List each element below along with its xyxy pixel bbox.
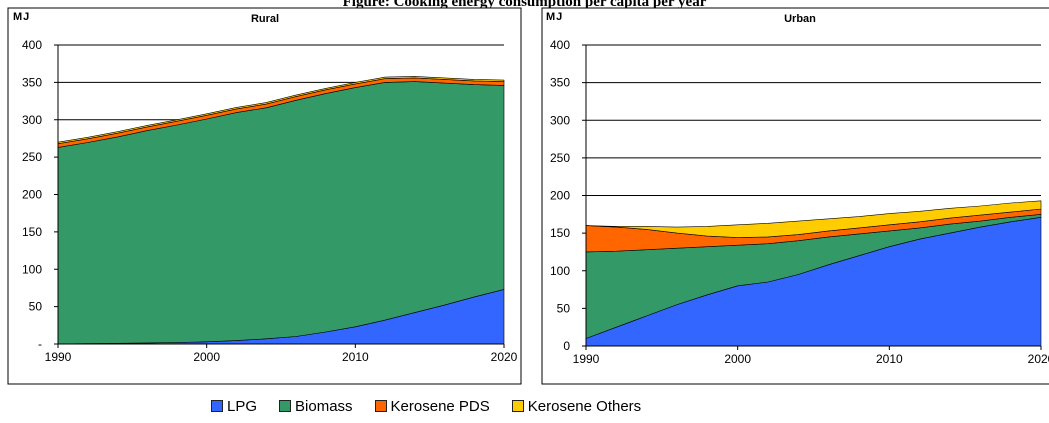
y-tick-label: 200: [550, 189, 570, 203]
x-tick-label: 1990: [573, 352, 600, 366]
legend-swatch-kerosene-pds: [374, 400, 387, 412]
y-tick-label: 0: [563, 339, 570, 353]
legend-label-lpg: LPG: [227, 397, 258, 415]
plot-urban: 0 50 100 150 200 250 300 350 400 1990 2000 2010 2020: [550, 38, 1049, 366]
plot-rural: - 50 100 150 200 250 300 350 400 1990 2000 2010 2020: [22, 38, 518, 364]
legend-swatch-biomass: [279, 400, 292, 412]
legend-swatch-lpg: [211, 400, 223, 412]
y-tick-label: 100: [22, 262, 42, 276]
y-tick-label: 150: [22, 225, 42, 239]
area-kerosene-others-rural: [57, 76, 505, 144]
y-tick-label: 400: [550, 38, 570, 52]
y-tick-label: 50: [557, 301, 571, 315]
x-tick-label: 2020: [491, 350, 518, 364]
legend: LPG Biomass Kerosene PDS Kerosene Others: [211, 394, 663, 418]
y-unit-label-rural: MJ: [13, 11, 30, 23]
y-tick-label: 400: [22, 38, 42, 52]
legend-swatch-kerosene-others: [511, 400, 524, 412]
y-tick-label: 50: [29, 300, 43, 314]
chart-title-rural: Rural: [251, 13, 279, 25]
y-tick-label: 350: [550, 76, 570, 90]
chart-title-urban: Urban: [784, 13, 816, 25]
x-tick-label: 2010: [876, 352, 903, 366]
y-tick-label: -: [38, 337, 42, 351]
y-tick-label: 250: [22, 150, 42, 164]
legend-item-lpg: LPG: [211, 398, 257, 415]
x-tick-label: 2010: [342, 350, 369, 364]
y-tick-label: 350: [22, 75, 42, 89]
area-kerosene-others-urban: [585, 200, 1042, 238]
legend-item-biomass: Biomass: [279, 398, 353, 415]
x-tick-label: 1990: [45, 350, 72, 364]
legend-label-biomass: Biomass: [295, 397, 353, 415]
y-tick-label: 100: [550, 264, 570, 278]
y-tick-label: 150: [550, 226, 570, 240]
y-tick-label: 300: [22, 113, 42, 127]
x-tick-label: 2020: [1028, 352, 1049, 366]
y-tick-label: 300: [550, 113, 570, 127]
x-tick-label: 2000: [724, 352, 751, 366]
x-tick-label: 2000: [193, 350, 220, 364]
page-title: Figure: Cooking energy consumption per c…: [342, 0, 707, 10]
y-unit-label-urban: MJ: [546, 11, 563, 23]
legend-item-kerosene-pds: Kerosene PDS: [374, 397, 490, 415]
y-tick-label: 200: [22, 188, 42, 202]
legend-label-kerosene-others: Kerosene Others: [527, 397, 642, 415]
legend-item-kerosene-others: Kerosene Others: [511, 397, 642, 415]
y-tick-label: 250: [550, 151, 570, 165]
legend-label-kerosene-pds: Kerosene PDS: [390, 397, 490, 415]
